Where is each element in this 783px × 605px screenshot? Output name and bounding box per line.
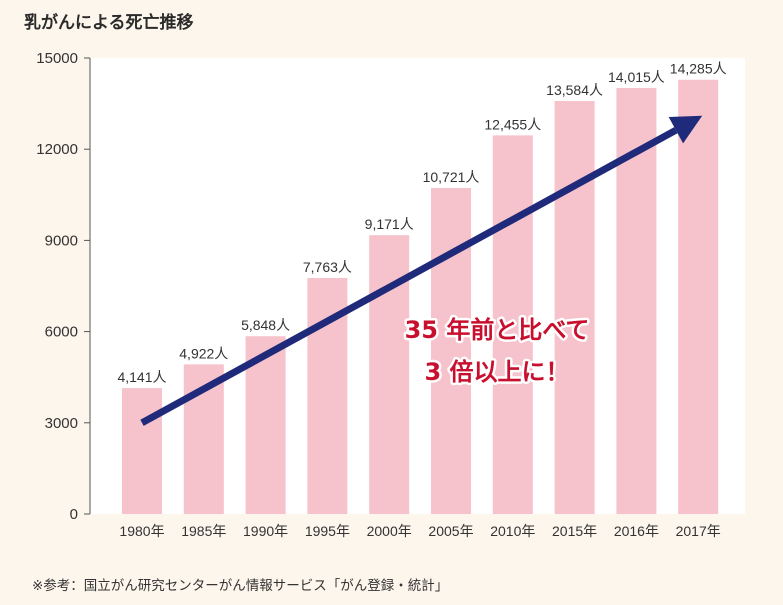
callout-line-2: 3 倍以上に！ — [424, 358, 569, 386]
data-label: 13,584人 — [546, 82, 603, 98]
bar — [122, 388, 162, 514]
bar — [554, 101, 595, 515]
data-label: 4,922人 — [179, 345, 228, 361]
data-label: 14,015人 — [608, 69, 665, 85]
x-tick-label: 1990年 — [243, 523, 288, 539]
bar — [678, 79, 719, 515]
x-tick-label: 2016年 — [614, 523, 659, 539]
data-label: 9,171人 — [365, 216, 414, 232]
data-label: 12,455人 — [484, 116, 541, 132]
y-tick-label: 9000 — [45, 232, 78, 249]
data-label: 5,848人 — [241, 317, 290, 333]
data-label: 14,285人 — [670, 61, 727, 77]
x-tick-label: 2000年 — [367, 523, 412, 539]
bar-chart: 0 3000 6000 9000 12000 15000 4,141人 1980年 4,922人… — [36, 50, 745, 539]
data-label: 10,721人 — [423, 169, 480, 185]
x-tick-label: 2015年 — [552, 523, 597, 539]
chart-area: 0 3000 6000 9000 12000 15000 4,141人 1980年 4,922人… — [0, 40, 783, 540]
x-tick-label: 1995年 — [305, 523, 350, 539]
callout-line-1: 35 年前と比べて — [405, 316, 590, 344]
x-tick-label: 1980年 — [119, 523, 164, 539]
data-label: 7,763人 — [303, 259, 352, 275]
y-tick-label: 12000 — [36, 141, 78, 158]
y-tick-label: 0 — [70, 506, 78, 523]
trend-arrow-shaft — [140, 127, 678, 426]
chart-title: 乳がんによる死亡推移 — [24, 13, 194, 33]
trend-arrow-head — [668, 115, 703, 144]
y-tick-label: 6000 — [45, 324, 78, 341]
y-tick-label: 3000 — [45, 415, 78, 432]
x-tick-label: 2005年 — [428, 523, 473, 539]
y-tick-label: 15000 — [36, 50, 78, 67]
x-tick-label: 1985年 — [181, 523, 226, 539]
bar — [431, 188, 471, 514]
x-tick-label: 2017年 — [676, 523, 721, 539]
bar — [492, 135, 533, 515]
x-tick-label: 2010年 — [490, 523, 535, 539]
data-label: 4,141人 — [117, 369, 166, 385]
source-footnote: ※参考：国立がん研究センターがん情報サービス「がん登録・統計」 — [32, 578, 449, 594]
